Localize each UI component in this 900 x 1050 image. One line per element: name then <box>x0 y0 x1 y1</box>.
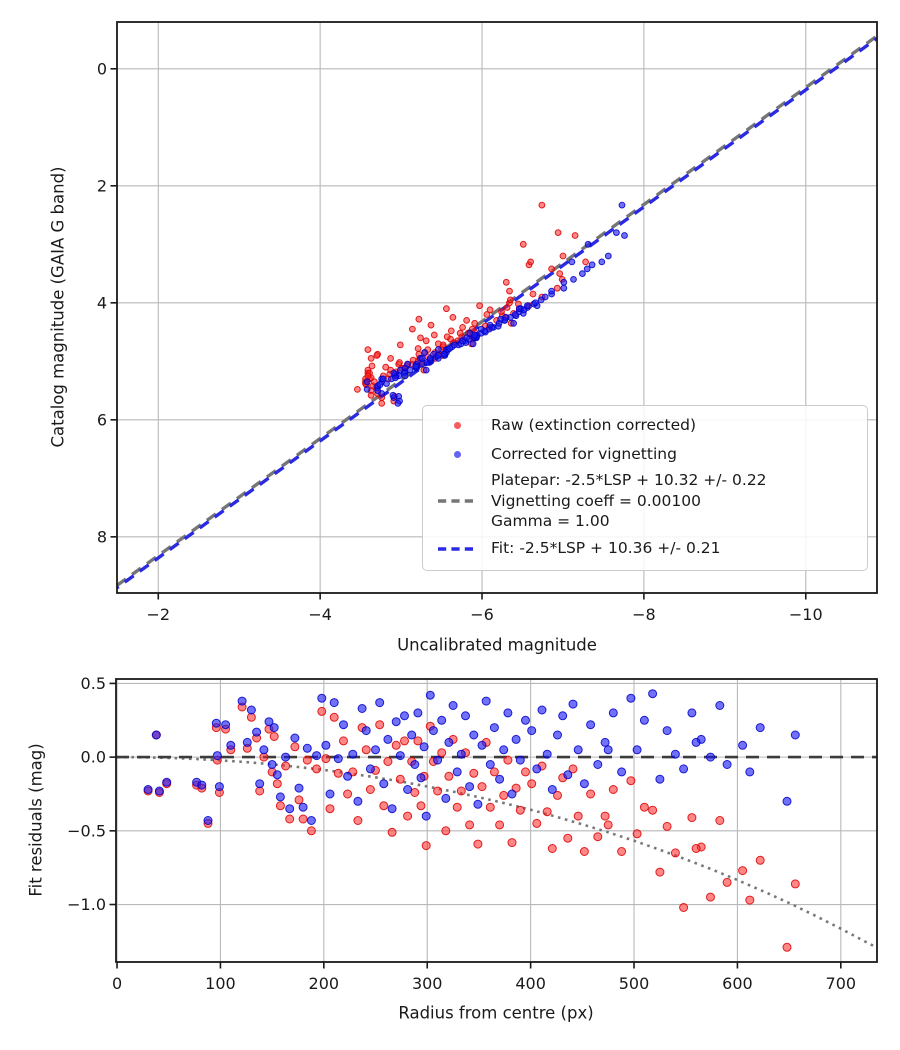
y-tick-label: 0 <box>97 59 107 78</box>
top-plot-series-platepar <box>116 34 878 587</box>
gray-dashed-line-icon <box>423 497 491 505</box>
legend-entry-corrected: Corrected for vignetting <box>423 440 867 469</box>
x-tick-label: −6 <box>470 605 494 624</box>
x-tick-label: −2 <box>146 605 170 624</box>
bottom-plot-ticks: 0 100 200 300 400 500 600 700 0.5 0.0 −0.5 −1.0 <box>67 674 856 993</box>
x-tick-label: 400 <box>515 974 546 993</box>
bottom-plot-grid <box>116 679 877 962</box>
legend-label: Platepar: -2.5*LSP + 10.32 +/- 0.22 Vign… <box>491 471 767 531</box>
bottom-ylabel: Fit residuals (mag) <box>26 743 46 897</box>
legend-entry-raw: Raw (extinction corrected) <box>423 411 867 440</box>
x-tick-label: 200 <box>309 974 340 993</box>
top-plot: −2 −4 −6 −8 −10 0 2 4 6 8 <box>97 21 878 624</box>
y-tick-label: 6 <box>97 410 107 429</box>
x-tick-label: 500 <box>619 974 650 993</box>
bottom-xlabel: Radius from centre (px) <box>398 1003 594 1023</box>
y-tick-label: −1.0 <box>67 895 106 914</box>
corrected-marker-icon <box>423 451 491 458</box>
bottom-plot-series-vignette-curve <box>116 755 878 949</box>
legend: Raw (extinction corrected) Corrected for… <box>422 405 868 571</box>
raw-marker-icon <box>423 422 491 429</box>
x-tick-label: 100 <box>205 974 236 993</box>
red-dot-icon <box>453 422 461 429</box>
top-plot-spines <box>116 21 878 594</box>
y-tick-label: 0.5 <box>81 674 106 693</box>
bottom-plot-series-corrected <box>143 689 800 825</box>
y-tick-label: 4 <box>97 293 107 312</box>
top-xlabel: Uncalibrated magnitude <box>397 635 597 655</box>
top-plot-series-corrected <box>363 201 628 407</box>
bottom-plot-spines <box>115 678 878 963</box>
top-plot-series-raw <box>354 201 589 407</box>
y-tick-label: 0.0 <box>81 748 106 767</box>
legend-label: Raw (extinction corrected) <box>491 416 697 435</box>
legend-label: Corrected for vignetting <box>491 445 677 464</box>
blue-dot-icon <box>453 451 461 458</box>
x-tick-label: 600 <box>722 974 753 993</box>
legend-entry-platepar: Platepar: -2.5*LSP + 10.32 +/- 0.22 Vign… <box>423 469 867 533</box>
y-tick-label: 8 <box>97 527 107 546</box>
x-tick-label: −4 <box>308 605 332 624</box>
blue-dashed-line-icon <box>423 545 491 553</box>
x-tick-label: −8 <box>632 605 656 624</box>
x-tick-label: −10 <box>789 605 823 624</box>
x-tick-label: 0 <box>112 974 122 993</box>
top-ylabel: Catalog magnitude (GAIA G band) <box>48 166 68 448</box>
x-tick-label: 700 <box>826 974 857 993</box>
y-tick-label: 2 <box>97 176 107 195</box>
y-tick-label: −0.5 <box>67 821 106 840</box>
x-tick-label: 300 <box>412 974 443 993</box>
legend-label: Fit: -2.5*LSP + 10.36 +/- 0.21 <box>491 539 721 558</box>
bottom-plot: 0 100 200 300 400 500 600 700 0.5 0.0 −0.5 −1.0 <box>67 674 878 993</box>
top-plot-ticks: −2 −4 −6 −8 −10 0 2 4 6 8 <box>97 59 823 624</box>
legend-entry-fit: Fit: -2.5*LSP + 10.36 +/- 0.21 <box>423 533 867 564</box>
